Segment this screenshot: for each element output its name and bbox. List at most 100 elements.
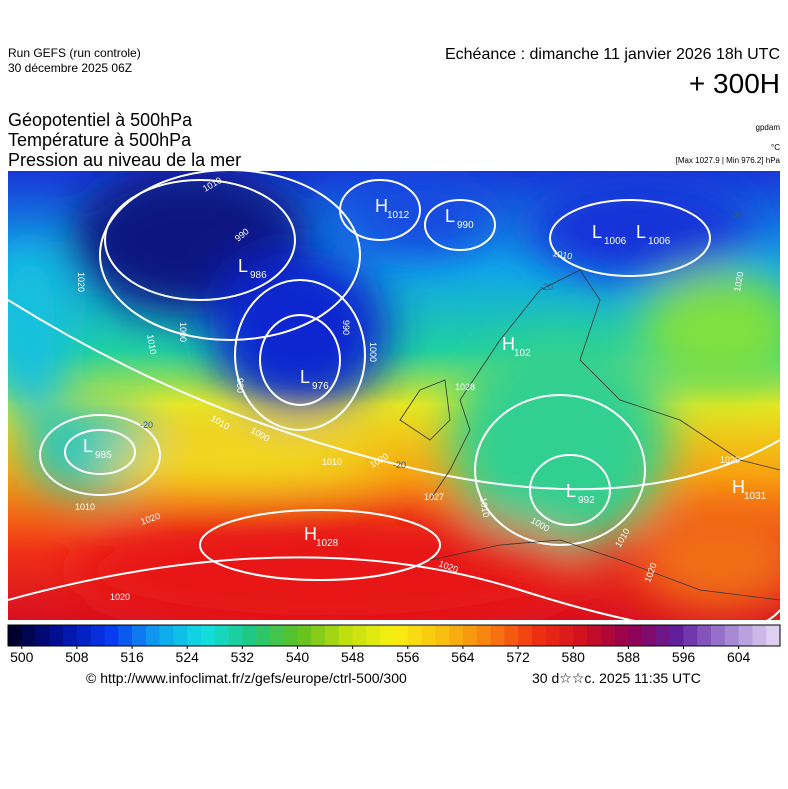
temperature-label: -20 (393, 460, 406, 470)
pressure-center-value: 976 (312, 381, 329, 392)
run: Run GEFS (run controle) (8, 46, 141, 60)
temperature-label: -20 (540, 282, 553, 292)
isobar-label: 1000 (178, 322, 188, 342)
colorbar-swatch (435, 625, 450, 646)
colorbar-tick-label: 500 (10, 649, 34, 665)
lead-time: + 300H (688, 68, 780, 99)
colorbar-swatch (697, 625, 712, 646)
colorbar-swatch (724, 625, 739, 646)
colorbar-swatch (683, 625, 698, 646)
colorbar-tick-label: 564 (451, 649, 475, 665)
isobar-label: 1010 (145, 334, 158, 355)
colorbar-swatch (8, 625, 23, 646)
forecast: Echéance : dimanche 11 janvier 2026 18h … (444, 46, 780, 63)
colorbar-tick-label: 596 (672, 649, 696, 665)
colorbar-swatch (187, 625, 202, 646)
colorbar-swatch (21, 625, 36, 646)
colorbar-swatch (49, 625, 64, 646)
colorbar-tick-label: 580 (562, 649, 586, 665)
colorbar-swatch (587, 625, 602, 646)
pressure-center-kind: H (502, 334, 515, 354)
colorbar-swatch (311, 625, 326, 646)
field: Géopotentiel à 500hPa (8, 110, 193, 130)
unit: [Max 1027.9 | Min 976.2] hPa (675, 156, 780, 165)
colorbar-swatch (600, 625, 615, 646)
colorbar-swatch (118, 625, 133, 646)
colorbar-swatch (545, 625, 560, 646)
colorbar-swatch (366, 625, 381, 646)
pressure-center-value: 1031 (744, 491, 767, 502)
pressure-center-kind: L (636, 222, 646, 242)
isobar-label: 1020 (720, 455, 740, 465)
colorbar-swatch (380, 625, 395, 646)
source-url: © http://www.infoclimat.fr/z/gefs/europe… (86, 670, 407, 686)
colorbar-swatch (132, 625, 147, 646)
colorbar-tick-label: 516 (120, 649, 144, 665)
colorbar-swatch (214, 625, 229, 646)
isobar-label: 1010 (322, 457, 342, 467)
colorbar-swatch (407, 625, 422, 646)
colorbar-tick-label: 508 (65, 649, 89, 665)
unit: °C (771, 143, 780, 152)
isobar-label: 990 (341, 320, 351, 335)
colorbar-swatch (228, 625, 243, 646)
colorbar-swatch (338, 625, 353, 646)
isobar-label: 1010 (75, 502, 95, 512)
unit: gpdam (755, 123, 780, 132)
pressure-center-kind: L (83, 436, 93, 456)
map-field (8, 171, 780, 620)
pressure-center-kind: L (592, 222, 602, 242)
colorbar-swatch (669, 625, 684, 646)
pressure-center-kind: L (445, 206, 455, 226)
field: Pression au niveau de la mer (8, 150, 242, 170)
isobar-label: 1010 (478, 497, 491, 518)
pressure-center-value: 1012 (387, 210, 410, 221)
run-date: 30 décembre 2025 06Z (8, 61, 133, 75)
pressure-center-kind: L (566, 481, 576, 501)
colorbar-swatch (642, 625, 657, 646)
pressure-center-value: 990 (457, 220, 474, 231)
colorbar-swatch (490, 625, 505, 646)
colorbar-swatch (394, 625, 409, 646)
colorbar-swatch (159, 625, 174, 646)
colorbar-swatch (63, 625, 78, 646)
colorbar-swatch (145, 625, 160, 646)
colorbar-tick-label: 556 (396, 649, 420, 665)
colorbar-swatch (297, 625, 312, 646)
colorbar-swatch (531, 625, 546, 646)
temperature-label: -40 (730, 210, 743, 220)
colorbar-swatch (256, 625, 271, 646)
colorbar-swatch (614, 625, 629, 646)
colorbar-swatch (738, 625, 753, 646)
colorbar-tick-label: 540 (286, 649, 310, 665)
colorbar-tick-label: 548 (341, 649, 365, 665)
colorbar-swatch (283, 625, 298, 646)
isobar-label: 1028 (455, 382, 475, 392)
colorbar-swatch (104, 625, 119, 646)
pressure-center-value: 1006 (648, 236, 671, 247)
colorbar-tick-label: 588 (617, 649, 641, 665)
colorbar-swatch (711, 625, 726, 646)
temperature-label: -20 (140, 420, 153, 430)
pressure-center-value: 992 (578, 495, 595, 506)
pressure-center-value: 986 (250, 270, 267, 281)
colorbar-swatch (201, 625, 216, 646)
issued: 30 d☆☆c. 2025 11:35 UTC (532, 670, 701, 686)
colorbar-swatch (504, 625, 519, 646)
colorbar-swatch (325, 625, 340, 646)
isobar-label: 1020 (76, 272, 86, 292)
colorbar-swatch (449, 625, 464, 646)
colorbar-tick-label: 524 (176, 649, 200, 665)
colorbar-tick-label: 572 (506, 649, 530, 665)
colorbar-swatch (421, 625, 436, 646)
colorbar-swatch (476, 625, 491, 646)
isobar-label: 980 (235, 378, 245, 393)
pressure-center-value: 1028 (316, 538, 339, 549)
colorbar-swatch (518, 625, 533, 646)
colorbar-swatch (628, 625, 643, 646)
colorbar-swatch (90, 625, 105, 646)
colorbar-swatch (462, 625, 478, 646)
colorbar-swatch (173, 625, 188, 646)
